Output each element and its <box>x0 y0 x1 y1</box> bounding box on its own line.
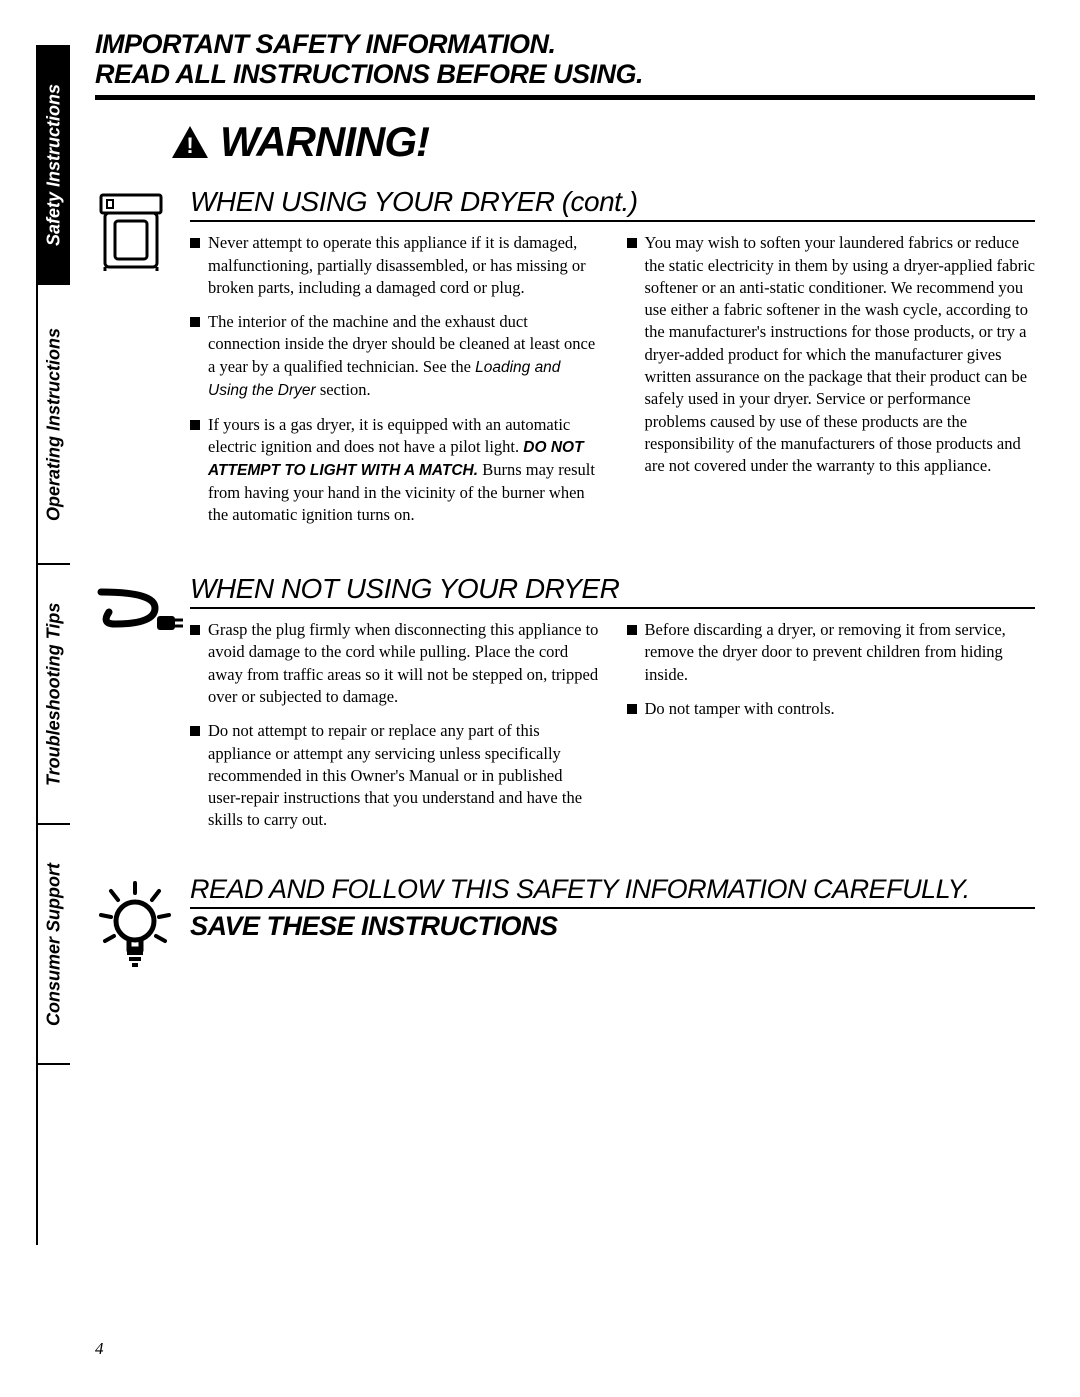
page-content: IMPORTANT SAFETY INFORMATION. READ ALL I… <box>95 30 1035 976</box>
page-title: IMPORTANT SAFETY INFORMATION. READ ALL I… <box>95 30 1035 89</box>
tab-safety-instructions[interactable]: Safety Instructions <box>38 45 70 285</box>
tab-label: Consumer Support <box>44 863 65 1026</box>
tab-operating-instructions[interactable]: Operating Instructions <box>38 285 70 565</box>
cord-plug-icon <box>95 573 190 843</box>
dryer-icon <box>95 186 190 538</box>
page-number: 4 <box>95 1339 104 1359</box>
final-heading: READ AND FOLLOW THIS SAFETY INFORMATION … <box>190 874 1035 909</box>
tab-troubleshooting-tips[interactable]: Troubleshooting Tips <box>38 565 70 825</box>
section-final: READ AND FOLLOW THIS SAFETY INFORMATION … <box>95 874 1035 976</box>
tab-consumer-support[interactable]: Consumer Support <box>38 825 70 1065</box>
bullet-item: Do not attempt to repair or replace any … <box>190 720 599 831</box>
section2-left-col: Grasp the plug firmly when disconnecting… <box>190 619 599 843</box>
tab-label: Troubleshooting Tips <box>44 602 65 785</box>
section-when-not-using: WHEN NOT USING YOUR DRYER Grasp the plug… <box>95 573 1035 843</box>
warning-triangle-icon: ! <box>170 124 210 160</box>
page-title-line2: READ ALL INSTRUCTIONS BEFORE USING. <box>95 59 643 89</box>
section1-left-col: Never attempt to operate this appliance … <box>190 232 599 538</box>
bullet-item: You may wish to soften your laundered fa… <box>627 232 1036 477</box>
save-heading: SAVE THESE INSTRUCTIONS <box>190 911 1035 942</box>
warning-banner: ! WARNING! <box>170 118 1035 166</box>
lightbulb-icon <box>95 874 190 976</box>
bullet-item: Never attempt to operate this appliance … <box>190 232 599 299</box>
bullet-item: Before discarding a dryer, or removing i… <box>627 619 1036 686</box>
tab-label: Operating Instructions <box>44 327 65 520</box>
bullet-item: Do not tamper with controls. <box>627 698 1036 720</box>
sidebar-tab-strip: Safety Instructions Operating Instructio… <box>36 45 68 1245</box>
section-when-using: WHEN USING YOUR DRYER (cont.) Never atte… <box>95 186 1035 538</box>
bullet-item: Grasp the plug firmly when disconnecting… <box>190 619 599 708</box>
section2-right-col: Before discarding a dryer, or removing i… <box>627 619 1036 843</box>
section-heading-using: WHEN USING YOUR DRYER (cont.) <box>190 186 1035 222</box>
title-rule <box>95 95 1035 100</box>
tab-label: Safety Instructions <box>44 84 65 246</box>
section-heading-not-using: WHEN NOT USING YOUR DRYER <box>190 573 1035 609</box>
bullet-item: The interior of the machine and the exha… <box>190 311 599 401</box>
warning-text: WARNING! <box>220 118 429 166</box>
page-title-line1: IMPORTANT SAFETY INFORMATION. <box>95 29 556 59</box>
svg-text:!: ! <box>186 133 193 158</box>
bullet-item: If yours is a gas dryer, it is equipped … <box>190 414 599 527</box>
section1-right-col: You may wish to soften your laundered fa… <box>627 232 1036 538</box>
